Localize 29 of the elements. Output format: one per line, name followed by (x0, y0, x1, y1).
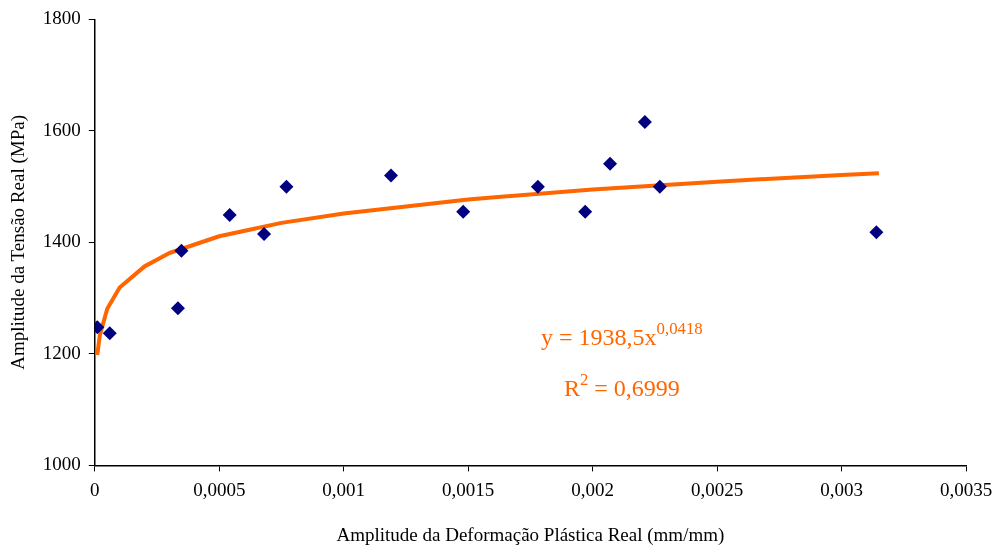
point (603, 156, 618, 171)
point (637, 114, 652, 129)
point (174, 243, 189, 258)
x-tick-label: 0,0025 (690, 478, 744, 500)
x-tick-label: 0 (90, 478, 100, 500)
y-tick-label: 1000 (42, 453, 81, 475)
y-tick-label: 1600 (42, 118, 81, 140)
point (279, 179, 294, 194)
x-tick-label: 0,0015 (442, 478, 495, 500)
x-tick-label: 0,003 (820, 478, 863, 500)
y-tick-label: 1200 (42, 341, 81, 363)
y-tick-label: 1800 (42, 7, 81, 29)
x-axis-title: Amplitude da Deformação Plástica Real (mm/mm) (336, 523, 725, 546)
x-tick-label: 0,0005 (193, 478, 246, 500)
y-axis-title: Amplitude da Tensão Real (MPa) (7, 115, 30, 370)
point (384, 168, 399, 183)
x-tick-label: 0,0035 (939, 478, 993, 500)
point (456, 204, 471, 219)
point (170, 301, 185, 316)
point (102, 326, 117, 341)
point (222, 208, 237, 223)
point (530, 179, 545, 194)
point (869, 225, 884, 240)
x-tick-label: 0,002 (571, 478, 614, 500)
point (578, 204, 593, 219)
y-tick-label: 1400 (42, 230, 81, 252)
x-tick-label: 0,001 (322, 478, 366, 500)
point (652, 179, 667, 194)
point (257, 227, 272, 242)
